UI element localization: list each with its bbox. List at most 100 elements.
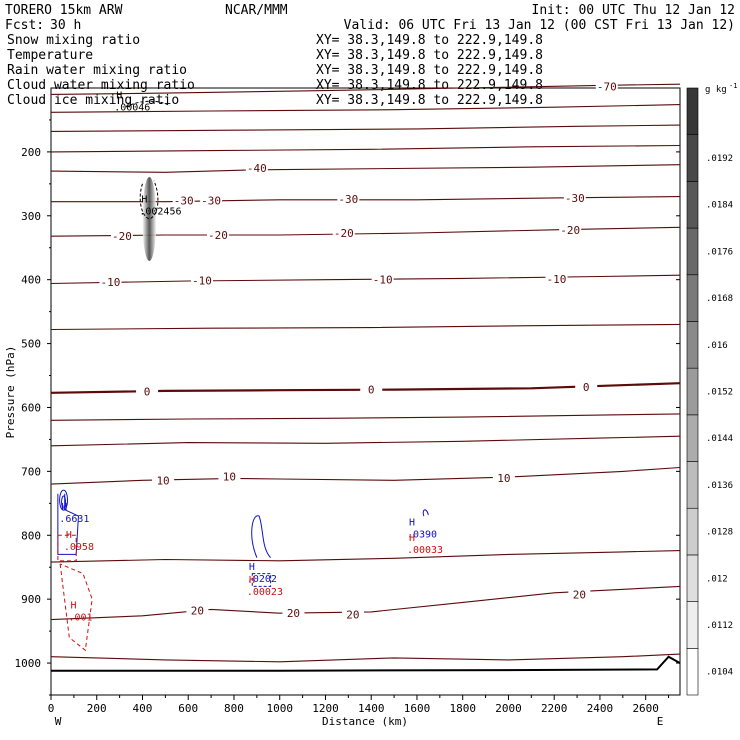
contour-label-bg [371,273,394,285]
x-tick-label: 1000 [266,702,293,715]
temperature-contours: -70 -40 -30 -30 -30 -30 -20 -20 -20 -20 -10 -10 -10 -… [50,80,681,672]
temperature-contour-label: -30 [201,194,221,207]
field-xy: XY= 38.3,149.8 to 222.9,149.8 [316,93,543,108]
colorbar-bin [686,554,699,602]
colorbar-label: .0168 [706,294,733,304]
y-tick-label: 300 [21,210,41,223]
temperature-contour-line [50,274,681,285]
contour-label-bg [136,385,159,397]
max-marker-h: H [61,502,67,513]
x-tick-label: 600 [178,702,198,715]
contour-label-bg [563,191,586,203]
colorbar-label: .0104 [706,668,733,678]
temperature-contour-line [50,550,681,563]
contour-label-bg [200,194,223,206]
snow-contour [139,180,159,220]
valid-time: Valid: 06 UTC Fri 13 Jan 12 (00 CST Fri … [344,18,735,33]
max-value-label: .002456 [139,207,181,218]
temperature-contour-label: -10 [192,274,212,287]
contour-label-bg [206,228,229,240]
temperature-contour-label: 0 [368,384,375,397]
temperature-contour-line [50,104,681,113]
colorbar-label: .0176 [706,247,733,257]
x-tick-label: 1600 [404,702,431,715]
y-tick-label: 200 [21,146,41,159]
x-tick-label: 2200 [541,702,568,715]
max-value-label: .6631 [59,514,89,525]
temperature-contour-label: 20 [346,608,359,621]
maximum-markers: H.002456H.00046H.6631H.0958H.001H.0202H.… [59,90,443,623]
x-tick-label: 800 [224,702,244,715]
contour-label-bg [152,474,175,486]
colorbar-label: .0144 [706,434,733,444]
contour-label-bg [337,193,360,205]
colorbar-label: .0136 [706,481,733,491]
y-tick-label: 1000 [15,657,42,670]
contour-label-bg [575,381,598,393]
temperature-contour-label: 10 [223,470,236,483]
y-tick-label: 700 [21,465,41,478]
temperature-contour-label: -10 [547,273,567,286]
colorbar-bin [686,321,699,369]
cloud-water-contour [59,489,69,511]
temperature-contour-line [50,466,681,485]
field-xy: XY= 38.3,149.8 to 222.9,149.8 [316,63,543,78]
temperature-contour-label: -30 [565,192,585,205]
contour-label-bg [218,470,241,482]
max-value-label: .0390 [407,529,437,540]
contour-label-bg [568,588,591,600]
temperature-contour-label: -40 [247,162,267,175]
temperature-contour-label: -30 [174,194,194,207]
plot-frame [50,87,681,696]
colorbar-bin [686,367,699,416]
contour-label-bg [341,608,364,620]
temperature-contour-line [50,653,681,663]
max-value-label: .0958 [64,542,94,553]
x-tick-label: 200 [87,702,107,715]
colorbar-label: .0152 [706,388,733,398]
temperature-contour-line [50,164,681,173]
temperature-contour-label: -20 [334,227,354,240]
cloud-water-contour [251,515,271,558]
cloud-water-contour [251,573,272,587]
contour-label-bg [545,273,568,285]
temperature-contour-line [50,413,681,421]
field-xy: XY= 38.3,149.8 to 222.9,149.8 [316,48,543,63]
max-marker-h: H [249,575,255,586]
temperature-contour-label: -20 [208,229,228,242]
max-marker-h: H [409,517,415,528]
contour-label-bg [190,274,213,286]
x-tick-label: 400 [133,702,153,715]
colorbar-bin [686,181,699,229]
contour-label-bg [332,227,355,239]
distance-axis: 0 200 400 600 800 1000 1200 1400 1600 1800 2000 220… [48,695,670,715]
max-value-label: .00033 [407,545,443,556]
org-label: NCAR/MMM [225,3,288,18]
y-tick-label: 500 [21,338,41,351]
colorbar-label: .0112 [706,621,733,631]
colorbar: .0104 .0112 .012 .0128 .0136 .0144 .0152 .016 .0… [686,87,733,696]
contour-label-bg [559,223,582,235]
axis-end-east: E [657,715,664,728]
rain-contour [57,534,77,562]
y-tick-label: 800 [21,529,41,542]
x-axis-label: Distance (km) [322,715,408,728]
cloud-ice-contour [126,100,171,108]
colorbar-label: .012 [706,574,728,584]
temperature-contour-line [50,323,681,331]
max-marker-h: H [66,530,72,541]
max-marker-h: H [409,533,415,544]
snow-plume [142,176,157,261]
fcst-value: 30 h [50,18,81,33]
max-value-label: .001 [68,612,92,623]
colorbar-bin [686,87,699,135]
colorbar-bin [686,601,699,649]
temperature-contour-label: -70 [597,81,617,94]
contour-label-bg [172,194,195,206]
temperature-contour-line [50,585,681,621]
x-tick-label: 0 [48,702,55,715]
colorbar-label: .0128 [706,528,733,538]
field-name: Temperature [7,48,93,63]
x-tick-label: 1800 [449,702,476,715]
